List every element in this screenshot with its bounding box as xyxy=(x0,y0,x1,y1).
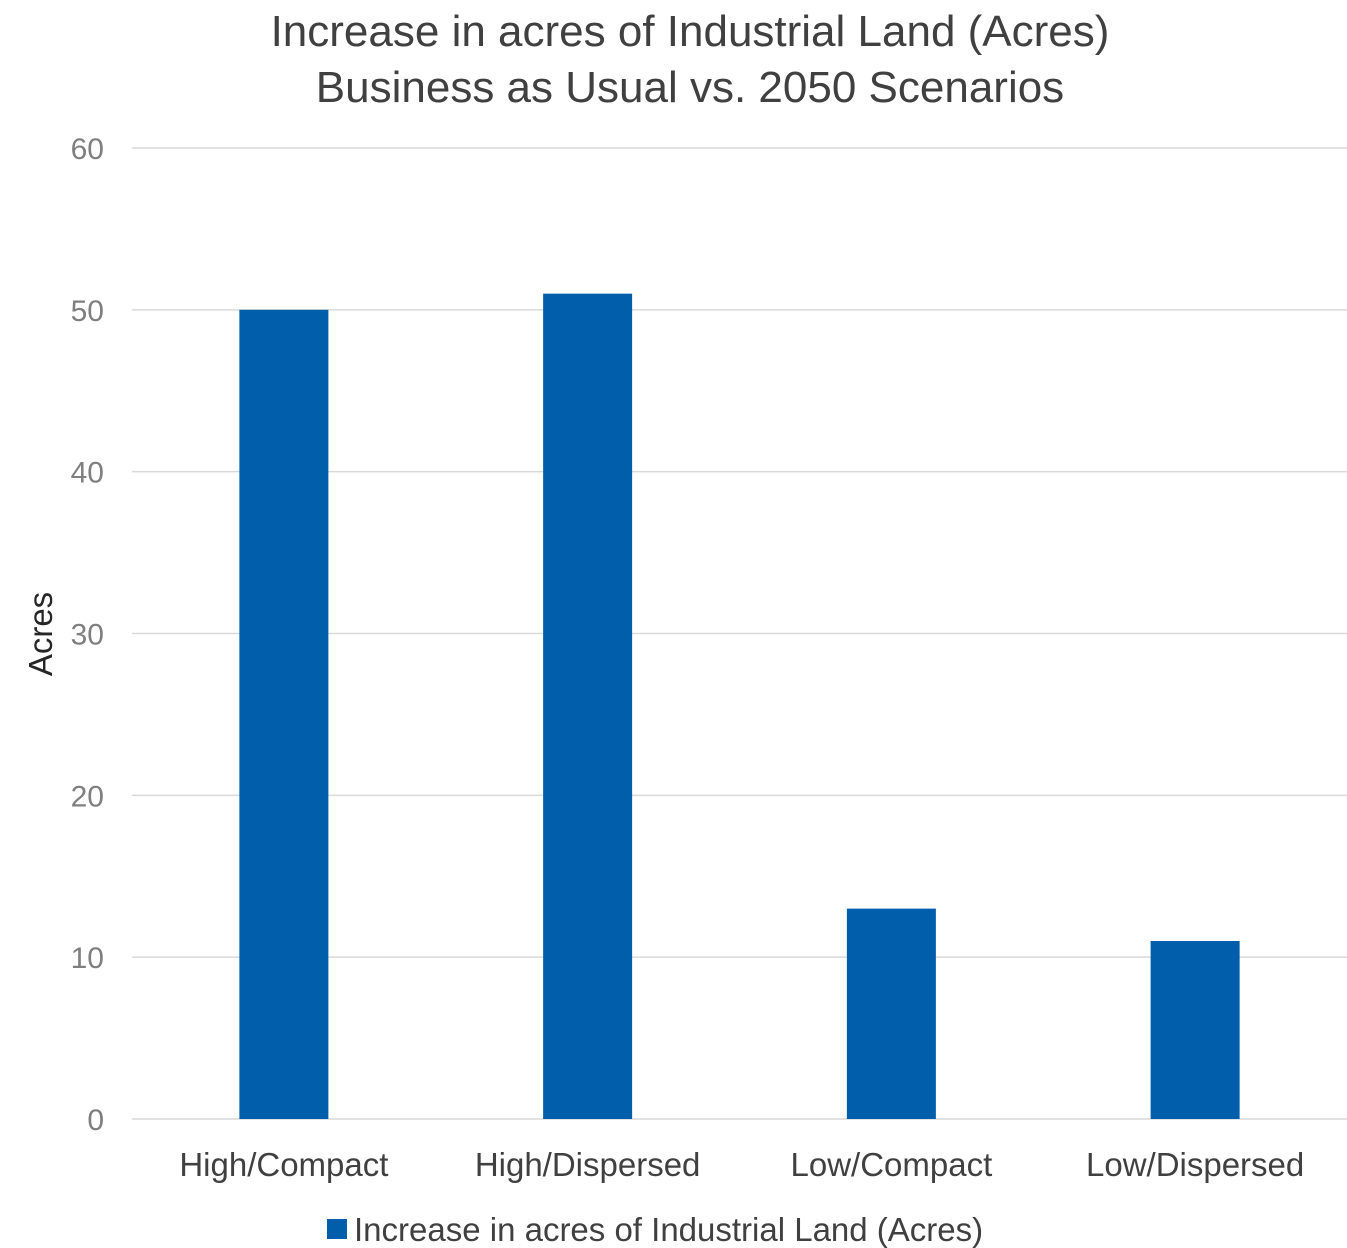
y-tick-label: 40 xyxy=(71,457,104,490)
bar xyxy=(846,908,936,1119)
legend-label: Increase in acres of Industrial Land (Ac… xyxy=(354,1211,983,1248)
x-category-label: Low/Dispersed xyxy=(1086,1146,1304,1183)
legend: Increase in acres of Industrial Land (Ac… xyxy=(327,1211,983,1248)
x-category-label: Low/Compact xyxy=(790,1146,992,1183)
bar xyxy=(1150,940,1240,1119)
x-category-label: High/Dispersed xyxy=(475,1146,701,1183)
bar xyxy=(239,309,329,1119)
x-category-label: High/Compact xyxy=(179,1146,388,1183)
bars xyxy=(239,293,1240,1119)
y-axis-title: Acres xyxy=(22,592,59,676)
y-tick-label: 10 xyxy=(71,942,104,975)
y-tick-label: 60 xyxy=(71,133,104,166)
y-tick-label: 50 xyxy=(71,295,104,328)
x-axis-labels: High/Compact High/Dispersed Low/Compact Low… xyxy=(179,1146,1304,1183)
chart-title: Increase in acres of Industrial Land (Ac… xyxy=(271,7,1110,56)
y-tick-label: 30 xyxy=(71,619,104,652)
bar xyxy=(543,293,633,1119)
y-tick-label: 20 xyxy=(71,780,104,813)
gridlines xyxy=(132,147,1347,1120)
legend-swatch xyxy=(327,1219,347,1239)
y-axis-ticks: 0 10 20 30 40 50 60 xyxy=(71,133,104,1137)
chart-subtitle: Business as Usual vs. 2050 Scenarios xyxy=(316,63,1064,112)
y-tick-label: 0 xyxy=(87,1104,104,1137)
